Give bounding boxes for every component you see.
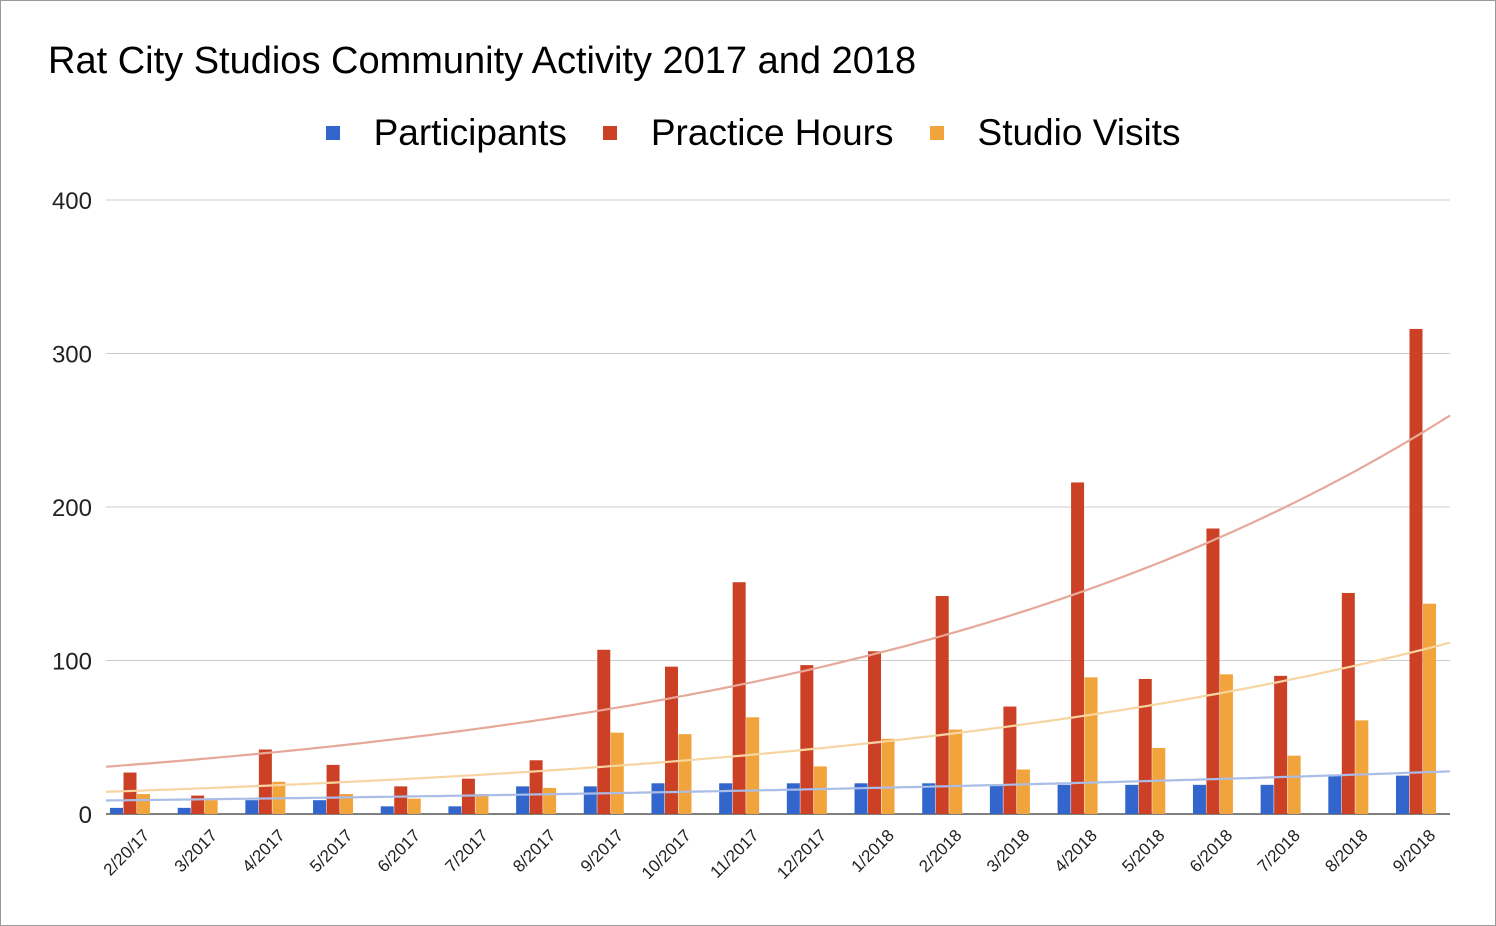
bar-practice-hours-12 [935,596,949,814]
bar-practice-hours-9 [732,582,746,814]
legend-item-participants[interactable]: Participants [325,112,567,154]
x-tick-label-0: 2/20/17 [100,826,154,880]
bar-participants-11 [854,783,868,814]
bar-participants-0 [110,807,123,814]
x-tick-label-9: 11/2017 [706,826,762,882]
bar-practice-hours-7 [597,649,611,814]
bar-participants-17 [1260,784,1274,814]
bar-participants-3 [313,800,327,814]
bar-participants-18 [1328,775,1342,814]
bar-participants-7 [583,786,597,814]
trendline-practice-hours [105,414,1451,768]
bar-practice-hours-3 [326,764,340,814]
bar-practice-hours-14 [1071,482,1085,814]
bar-studio-visits-11 [881,738,895,814]
bar-participants-14 [1057,784,1071,814]
bar-participants-6 [516,786,530,814]
x-tick-label-15: 5/2018 [1118,826,1168,876]
bar-participants-5 [448,806,462,814]
y-tick-label-100: 100 [52,649,92,676]
legend-label-studio-visits: Studio Visits [977,112,1181,153]
legend-swatch-studio-visits [929,126,944,140]
bar-practice-hours-4 [394,786,408,814]
bar-practice-hours-13 [1003,706,1017,814]
bar-participants-16 [1192,784,1206,814]
chart-title: Rat City Studios Community Activity 2017… [48,40,917,82]
x-tick-label-4: 6/2017 [374,826,424,876]
legend-label-practice-hours: Practice Hours [650,112,894,153]
x-tick-label-1: 3/2017 [171,826,221,876]
bar-participants-2 [245,800,259,814]
x-tick-label-10: 12/2017 [773,826,830,883]
x-tick-label-2: 4/2017 [238,826,288,876]
bar-participants-12 [922,783,936,814]
legend-item-practice-hours[interactable]: Practice Hours [602,112,894,154]
bar-studio-visits-7 [610,732,624,814]
bar-studio-visits-19 [1423,603,1436,814]
bar-practice-hours-15 [1138,678,1152,814]
x-tick-label-17: 7/2018 [1254,826,1304,876]
legend-item-studio-visits[interactable]: Studio Visits [929,112,1181,154]
bar-practice-hours-11 [868,651,882,814]
bar-studio-visits-9 [746,717,760,814]
x-tick-label-6: 8/2017 [509,826,559,876]
legend-swatch-participants [325,126,340,140]
bar-participants-19 [1396,775,1409,814]
x-tick-label-5: 7/2017 [442,826,492,876]
x-tick-label-13: 3/2018 [983,826,1033,876]
bar-studio-visits-16 [1219,674,1233,814]
bar-practice-hours-16 [1206,528,1220,814]
bar-participants-9 [719,783,733,814]
bar-studio-visits-3 [340,794,354,814]
bar-studio-visits-4 [407,798,421,814]
x-tick-label-18: 8/2018 [1321,826,1371,876]
x-tick-label-16: 6/2018 [1186,826,1236,876]
x-tick-label-3: 5/2017 [306,826,356,876]
y-tick-label-0: 0 [79,802,92,829]
bar-studio-visits-5 [475,794,489,814]
bar-studio-visits-13 [1016,769,1030,814]
bar-participants-4 [380,806,394,814]
chart-legend: Participants Practice Hours Studio Visit… [0,112,1496,154]
bar-studio-visits-1 [204,800,218,814]
trendline-participants [105,770,1451,802]
bar-participants-8 [651,783,665,814]
bar-practice-hours-17 [1274,675,1288,814]
bar-studio-visits-0 [137,794,150,814]
bar-participants-15 [1125,784,1139,814]
x-tick-label-12: 2/2018 [915,826,965,876]
bar-participants-1 [177,807,191,814]
bar-practice-hours-10 [800,665,814,814]
bar-participants-13 [989,784,1003,814]
bar-studio-visits-10 [813,766,827,814]
bar-studio-visits-8 [678,734,692,814]
bar-practice-hours-0 [123,772,137,814]
bar-practice-hours-2 [258,749,272,814]
x-tick-label-19: 9/2018 [1389,826,1439,876]
bar-studio-visits-14 [1084,677,1098,814]
bar-studio-visits-18 [1355,720,1369,814]
bar-studio-visits-6 [543,787,557,814]
bar-practice-hours-6 [529,760,543,814]
bar-practice-hours-8 [664,666,678,814]
bar-studio-visits-12 [949,729,963,814]
legend-label-participants: Participants [373,112,567,153]
bar-practice-hours-19 [1409,328,1423,814]
x-tick-label-11: 1/2018 [848,826,898,876]
bar-participants-10 [786,783,800,814]
x-tick-label-14: 4/2018 [1051,826,1101,876]
x-tick-label-7: 9/2017 [577,826,627,876]
bar-studio-visits-17 [1287,755,1301,814]
y-tick-label-400: 400 [52,188,92,215]
x-tick-label-8: 10/2017 [638,826,695,883]
bar-practice-hours-18 [1341,592,1355,814]
trendline-studio-visits [105,641,1451,793]
y-tick-label-200: 200 [52,495,92,522]
y-tick-label-300: 300 [52,342,92,369]
legend-swatch-practice-hours [602,126,617,140]
